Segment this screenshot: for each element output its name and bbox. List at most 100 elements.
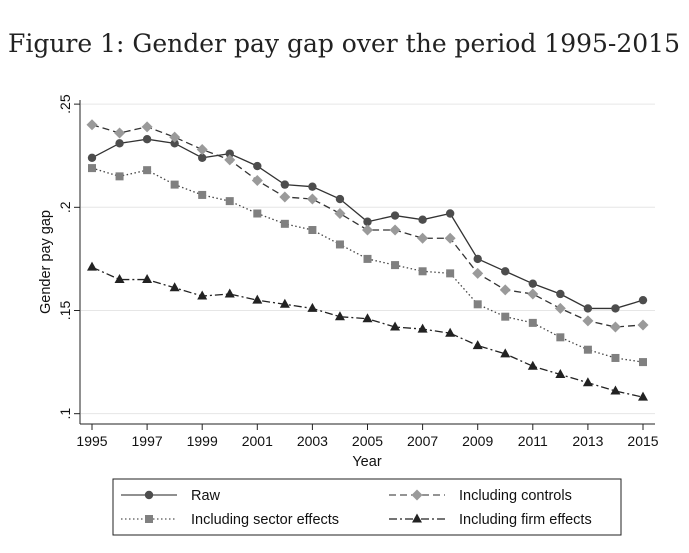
data-point [638,391,648,401]
data-point [473,254,482,264]
data-point [253,161,262,171]
legend-item-controls: Including controls [389,488,572,504]
data-point [335,194,345,204]
data-point [528,279,537,288]
data-point [583,345,592,354]
y-tick-label: .25 [57,94,73,114]
data-point [88,164,96,173]
data-point [362,313,373,323]
data-point [198,190,207,199]
data-point [500,348,511,358]
data-point [169,282,180,292]
x-tick-label: 2011 [518,433,548,449]
data-point [501,312,510,321]
data-point [334,208,346,220]
data-point [556,333,565,342]
data-point [637,319,649,331]
data-point [196,144,208,156]
data-point [279,191,291,203]
data-point [335,240,344,249]
data-point [611,353,620,362]
data-point [334,311,345,321]
x-tick-label: 2001 [242,433,273,449]
data-point [390,211,400,220]
data-point [554,302,566,314]
legend-label-firm: Including firm effects [459,512,592,528]
series-raw [87,135,648,313]
x-tick-label: 2015 [627,433,658,449]
data-point [638,295,648,305]
legend-item-sector: Including sector effects [121,512,339,528]
data-point [198,153,207,162]
data-point [143,166,152,175]
x-tick-label: 2003 [297,433,328,449]
data-point [609,321,621,333]
x-tick-label: 1997 [132,433,163,449]
data-point [472,340,483,350]
data-point [308,226,317,235]
x-tick-label: 2005 [352,433,383,449]
legend-label-sector: Including sector effects [191,512,339,528]
data-point [170,180,179,189]
data-point [445,327,456,337]
series-line-including-sector-effects [91,167,644,363]
legend-label-controls: Including controls [459,488,572,504]
series-including-sector-effects [88,164,647,367]
data-point [87,261,97,271]
data-point [252,294,263,304]
x-tick-label: 2007 [407,433,438,449]
data-point [225,149,234,158]
data-point [527,360,538,370]
data-point [363,254,372,263]
data-point [362,224,373,236]
data-point [389,224,401,236]
y-tick-label: .2 [57,201,73,213]
data-point [556,289,565,299]
data-point [610,385,621,395]
x-axis-label: Year [352,454,381,470]
x-tick-label: 2013 [572,433,603,449]
data-point [142,135,152,144]
x-axis-ticks: 1995 1997 1999 2001 2003 2005 2007 2009 2011 2013… [76,424,659,449]
data-point [582,377,593,387]
data-point [87,153,97,162]
legend-item-firm: Including firm effects [389,512,592,528]
legend-item-raw: Raw [121,488,221,504]
y-tick-label: .15 [57,301,73,321]
data-point [363,217,372,226]
data-point [418,215,427,224]
data-point [225,197,234,206]
data-point [391,261,400,270]
data-point [499,284,511,296]
x-tick-label: 2009 [462,433,493,449]
data-point [527,288,539,300]
data-point [418,267,427,276]
data-point [115,172,124,181]
chart-title: Figure 1: Gender pay gap over the period… [8,29,680,58]
data-point [307,302,318,312]
y-tick-label: .1 [57,408,73,420]
legend-marker-firm [412,513,422,523]
data-point [583,304,593,313]
data-point [446,269,455,278]
data-point [114,274,125,284]
data-point [253,209,262,218]
data-point [390,321,401,331]
data-point [251,174,263,186]
data-point [528,318,537,327]
data-point [472,267,484,279]
data-point [279,298,290,308]
data-point [169,131,181,143]
data-point [142,274,153,284]
data-point [306,193,318,205]
y-axis-ticks: .1 .15 .2 .25 [57,94,80,420]
legend-marker-sector [145,515,153,523]
data-point [280,219,289,228]
data-point [115,139,124,148]
data-point [639,358,647,367]
series-layer [86,119,649,401]
legend-marker-controls [411,489,423,501]
data-point [224,154,236,166]
data-point [170,139,179,148]
